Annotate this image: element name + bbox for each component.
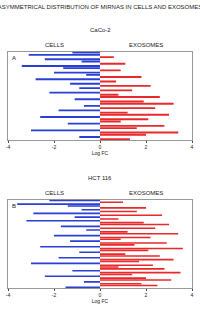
svg-text:EXOSOMES: EXOSOMES [129,42,163,48]
svg-text:-4: -4 [6,144,11,150]
svg-text:CELLS: CELLS [45,190,64,196]
svg-text:CELLS: CELLS [45,42,64,48]
svg-text:0: 0 [99,292,102,298]
svg-text:A: A [12,55,16,61]
svg-text:-4: -4 [6,292,11,298]
svg-text:2: 2 [145,144,148,150]
svg-text:-2: -2 [52,144,57,150]
svg-text:HCT 116: HCT 116 [88,175,112,181]
svg-text:2: 2 [145,292,148,298]
svg-text:Log FC: Log FC [92,150,109,156]
svg-text:-2: -2 [52,292,57,298]
svg-text:ASYMMETRICAL DISTRIBUTION OF M: ASYMMETRICAL DISTRIBUTION OF MIRNAS IN C… [0,4,200,10]
svg-text:0: 0 [99,144,102,150]
svg-text:B: B [12,203,16,209]
svg-text:4: 4 [191,292,194,298]
svg-text:EXOSOMES: EXOSOMES [129,190,163,196]
svg-text:CaCo-2: CaCo-2 [90,27,111,33]
svg-text:Log FC: Log FC [92,298,109,304]
svg-text:4: 4 [191,144,194,150]
